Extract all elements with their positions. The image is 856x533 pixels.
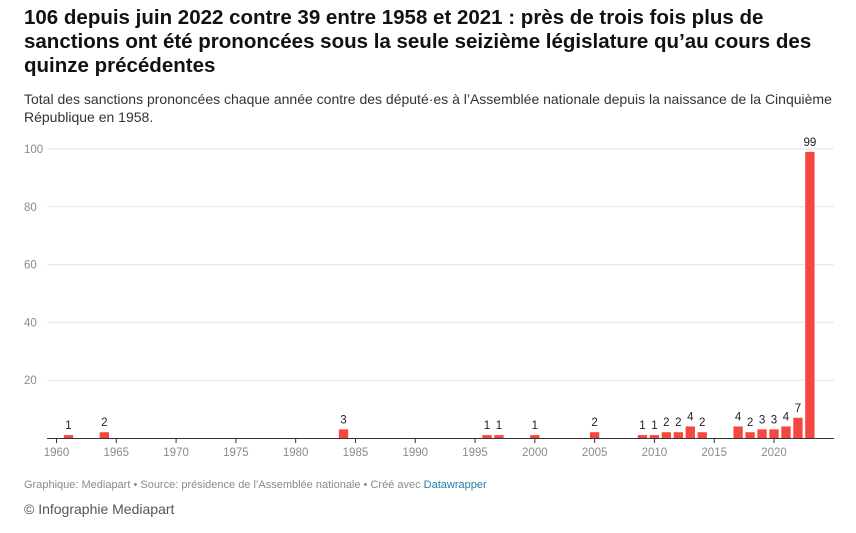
bar: [757, 429, 767, 438]
x-tick-label: 1975: [223, 447, 249, 459]
x-tick-label: 1985: [343, 447, 369, 459]
bar: [697, 432, 707, 438]
x-tick-label: 1965: [103, 447, 129, 459]
y-tick-label: 100: [24, 144, 43, 156]
y-tick-label: 40: [24, 317, 37, 329]
bar-value-label: 7: [795, 403, 801, 415]
bar: [769, 429, 779, 438]
source-text: Graphique: Mediapart • Source: présidenc…: [24, 479, 421, 491]
datawrapper-link[interactable]: Datawrapper: [423, 479, 487, 491]
bar: [733, 426, 743, 438]
bar: [661, 432, 672, 438]
bar-value-label: 2: [591, 417, 597, 429]
bar: [589, 432, 600, 438]
bar: [99, 432, 109, 438]
credit-note: © Infographie Mediapart: [24, 501, 175, 517]
x-tick-label: 1970: [163, 447, 189, 459]
y-tick-label: 60: [24, 260, 37, 272]
x-tick-label: 1960: [44, 447, 70, 459]
source-note: Graphique: Mediapart • Source: présidenc…: [24, 479, 487, 491]
bar-value-label: 99: [803, 137, 816, 149]
chart-title: 106 depuis juin 2022 contre 39 entre 195…: [24, 6, 812, 77]
bar-value-label: 4: [735, 411, 742, 423]
bar-value-label: 1: [639, 420, 645, 432]
bar-value-label: 1: [651, 420, 657, 432]
bar-value-label: 2: [101, 417, 107, 429]
y-tick-label: 20: [24, 375, 37, 387]
bar: [781, 426, 791, 438]
x-tick-label: 1990: [402, 447, 428, 459]
bar: [805, 151, 815, 438]
bar-value-label: 1: [532, 420, 538, 432]
bar-value-label: 2: [675, 417, 681, 429]
bar-value-label: 1: [496, 420, 502, 432]
bar-value-label: 4: [687, 411, 694, 423]
bar-value-label: 2: [663, 417, 669, 429]
x-axis: 1960 1965 1970 1975 1980 1985 1990 1995 2000 2005…: [44, 438, 834, 459]
bar-value-label: 2: [699, 417, 705, 429]
gridlines: [47, 148, 834, 381]
bar-value-label: 3: [340, 414, 346, 426]
bar: [338, 429, 349, 438]
bar: [482, 435, 492, 438]
bar: [745, 432, 755, 438]
x-tick-label: 2020: [761, 447, 787, 459]
bar-value-label: 3: [771, 414, 777, 426]
bar: [494, 435, 504, 438]
bar: [530, 435, 540, 438]
bar: [63, 435, 74, 438]
bar-value-label: 3: [759, 414, 765, 426]
x-tick-label: 2000: [522, 447, 548, 459]
y-tick-label: 80: [24, 202, 37, 214]
bar-value-label: 4: [783, 411, 790, 423]
y-axis-ticks: 20 40 60 80 100: [24, 144, 43, 387]
x-tick-label: 2005: [582, 447, 608, 459]
bar-value-label: 2: [747, 417, 753, 429]
bar-value-label: 1: [65, 420, 71, 432]
x-tick-label: 1995: [462, 447, 488, 459]
bar: [673, 432, 683, 438]
chart-subtitle: Total des sanctions prononcées chaque an…: [24, 91, 832, 125]
bar-value-label: 1: [484, 420, 490, 432]
bar: [637, 435, 648, 438]
x-tick-label: 2010: [642, 447, 668, 459]
bars: [63, 151, 815, 438]
x-tick-label: 1980: [283, 447, 309, 459]
x-tick-label: 2015: [701, 447, 727, 459]
bar: [649, 435, 660, 438]
bar: [685, 426, 695, 438]
bar: [793, 417, 803, 438]
